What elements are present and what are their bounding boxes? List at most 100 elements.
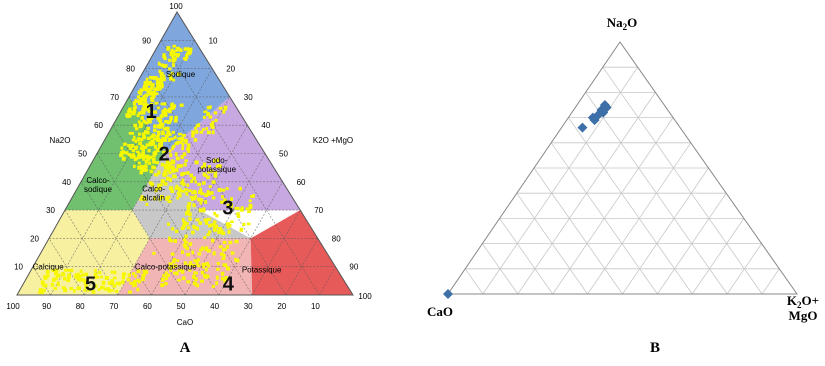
sample-point	[159, 119, 163, 124]
sample-point	[178, 188, 183, 193]
sample-point	[133, 105, 137, 110]
sample-point	[186, 146, 191, 151]
sample-point	[195, 261, 199, 266]
sample-point	[155, 147, 160, 152]
sample-point	[187, 48, 192, 53]
sample-point	[229, 206, 233, 209]
sample-point	[158, 125, 163, 129]
sample-point	[159, 81, 162, 85]
sample-point	[53, 287, 58, 290]
sample-point	[194, 225, 198, 230]
sample-point	[192, 281, 197, 286]
sample-point	[194, 160, 199, 165]
sample-point	[147, 109, 152, 113]
sample-point	[45, 270, 50, 274]
sample-point	[201, 262, 206, 267]
sample-point	[203, 218, 208, 222]
sample-point	[183, 240, 188, 244]
sample-point	[192, 224, 196, 229]
sample-point	[74, 275, 79, 279]
sample-point	[171, 265, 175, 269]
sample-point	[204, 193, 209, 198]
sample-point	[214, 118, 218, 123]
sample-point	[63, 288, 68, 293]
sample-point	[171, 227, 175, 231]
sample-point	[186, 280, 191, 284]
sample-point	[80, 277, 84, 282]
region-calcique	[17, 210, 150, 295]
grid-line-b	[622, 167, 709, 295]
sample-point	[127, 144, 131, 148]
sample-point	[172, 44, 176, 48]
sample-point	[182, 243, 187, 247]
sample-point	[225, 266, 229, 270]
sample-point	[166, 196, 170, 199]
sample-point	[191, 130, 195, 135]
sample-point	[142, 86, 146, 91]
sample-point	[177, 140, 181, 144]
tick-label-right: 50	[279, 150, 288, 159]
sample-point	[132, 280, 137, 284]
sample-point	[202, 115, 206, 119]
sample-point	[198, 208, 203, 213]
sample-point	[122, 156, 126, 161]
sample-point	[206, 190, 210, 194]
sample-point	[195, 124, 199, 128]
sample-point	[110, 289, 114, 292]
sample-point	[173, 135, 177, 140]
sample-point	[64, 268, 68, 272]
sample-point	[202, 273, 207, 278]
sample-point	[160, 195, 164, 199]
sample-point	[182, 238, 187, 242]
sample-point	[175, 156, 180, 161]
sample-point	[211, 180, 216, 184]
sample-point	[170, 252, 175, 256]
sample-point	[134, 139, 138, 144]
sample-point	[206, 249, 211, 253]
sample-point	[148, 161, 152, 165]
sample-point	[186, 222, 189, 226]
sample-point	[201, 128, 205, 131]
sample-point	[216, 261, 220, 265]
sample-point	[200, 246, 205, 251]
sample-point	[61, 272, 64, 277]
sample-point	[196, 258, 201, 262]
tick-label-bottom: 40	[210, 302, 219, 311]
sample-point	[167, 132, 171, 136]
sample-point	[145, 202, 149, 206]
sample-point	[180, 155, 184, 159]
sample-point	[46, 274, 50, 278]
sample-point	[202, 265, 205, 269]
sample-point	[193, 138, 198, 142]
sample-point	[145, 81, 150, 85]
sample-point	[209, 191, 214, 195]
grid-line	[184, 153, 266, 296]
sample-point	[137, 280, 142, 284]
sample-point	[128, 290, 133, 294]
sample-point	[76, 287, 80, 290]
sample-point	[163, 113, 168, 117]
sample-point	[142, 269, 147, 274]
sample-point	[199, 130, 204, 134]
sample-point	[220, 200, 224, 204]
sample-point	[113, 270, 117, 275]
sample-point	[166, 46, 171, 50]
sample-point	[151, 157, 156, 161]
sample-point	[146, 118, 150, 122]
sample-point	[140, 164, 145, 169]
sample-point	[160, 179, 165, 184]
sample-point	[146, 103, 149, 107]
sample-point	[163, 107, 167, 111]
sample-point	[146, 105, 150, 109]
sample-point	[188, 217, 192, 221]
sample-point	[191, 134, 195, 138]
sample-point	[133, 157, 137, 162]
sample-point	[171, 168, 176, 173]
tick-label-left: 40	[62, 178, 71, 187]
sample-point	[129, 281, 133, 285]
grid-line	[218, 181, 283, 296]
sample-point	[121, 280, 125, 284]
sample-point	[133, 123, 138, 128]
sample-point	[175, 48, 178, 52]
sample-point	[228, 240, 233, 245]
